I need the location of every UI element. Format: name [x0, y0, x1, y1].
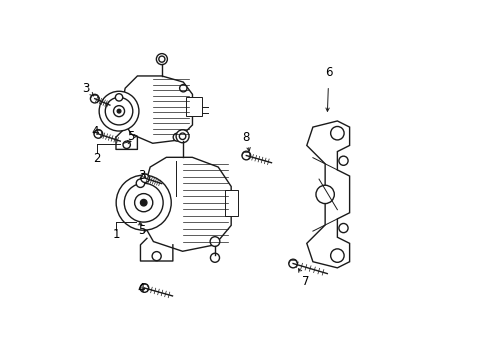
Text: 7: 7: [301, 275, 309, 288]
Circle shape: [105, 97, 133, 125]
Circle shape: [117, 109, 121, 113]
Circle shape: [179, 85, 186, 92]
Circle shape: [210, 237, 220, 247]
Text: 4: 4: [91, 125, 98, 138]
Polygon shape: [306, 121, 349, 268]
Text: 3: 3: [138, 169, 145, 182]
Circle shape: [338, 224, 347, 233]
Circle shape: [330, 249, 344, 262]
Circle shape: [90, 94, 99, 103]
Text: 8: 8: [242, 131, 249, 144]
Circle shape: [159, 56, 164, 62]
Circle shape: [330, 126, 344, 140]
Circle shape: [152, 252, 161, 261]
Text: 6: 6: [325, 66, 332, 79]
Circle shape: [315, 185, 334, 204]
Circle shape: [136, 179, 144, 188]
Circle shape: [99, 91, 139, 131]
Text: 1: 1: [112, 228, 120, 241]
Circle shape: [140, 284, 148, 292]
Circle shape: [113, 105, 124, 117]
Circle shape: [94, 130, 102, 138]
Circle shape: [140, 199, 146, 206]
Text: 2: 2: [93, 152, 101, 165]
Circle shape: [179, 133, 185, 140]
Text: 5: 5: [127, 130, 135, 143]
Circle shape: [338, 156, 347, 165]
Text: 4: 4: [138, 282, 145, 295]
Polygon shape: [224, 190, 237, 216]
Circle shape: [134, 194, 152, 212]
Circle shape: [115, 94, 122, 101]
Circle shape: [288, 259, 297, 268]
Text: 5: 5: [138, 224, 145, 237]
Circle shape: [173, 133, 181, 141]
Circle shape: [156, 54, 167, 65]
Circle shape: [176, 130, 189, 143]
Polygon shape: [186, 97, 201, 116]
Circle shape: [116, 175, 171, 230]
Circle shape: [141, 174, 149, 183]
Polygon shape: [122, 76, 192, 143]
Circle shape: [242, 151, 250, 160]
Circle shape: [210, 253, 219, 262]
Polygon shape: [140, 157, 231, 251]
Text: 3: 3: [82, 82, 90, 95]
Circle shape: [124, 183, 163, 222]
Circle shape: [123, 141, 130, 148]
